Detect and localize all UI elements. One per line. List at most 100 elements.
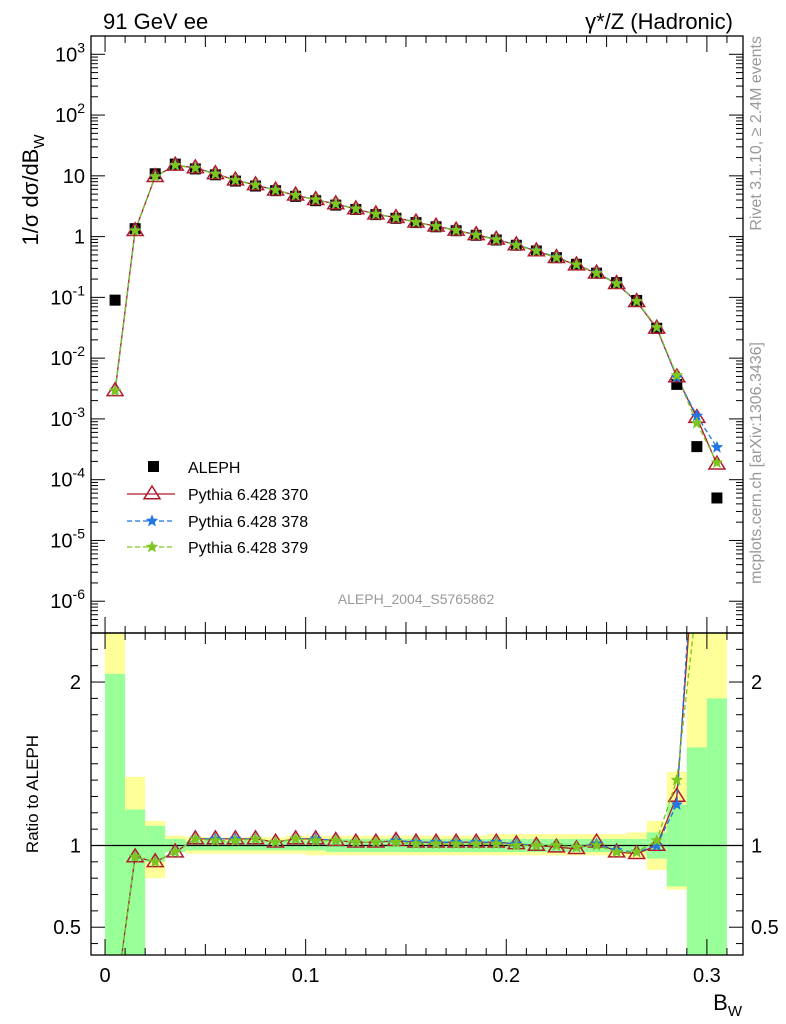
ratio-marker [670, 797, 684, 811]
ratio-marker [547, 837, 566, 853]
mc-marker [108, 384, 122, 397]
tick-base: 10 [50, 409, 72, 431]
side-label-mcplots: mcplots.cern.ch [arXiv:1306.3436] [748, 342, 765, 584]
ratio-marker [409, 837, 423, 850]
ratio-y-tick-label-right: 0.5 [751, 917, 779, 939]
main-y-tick-label: 10-5 [50, 525, 85, 552]
mc-marker [349, 202, 363, 215]
mc-marker [590, 266, 603, 279]
ratio-marker [229, 833, 242, 846]
ratio-marker [289, 832, 302, 845]
mc-marker [188, 161, 202, 174]
ratio-frame [90, 632, 744, 956]
ratio-marker [530, 838, 543, 851]
tick-exponent: -1 [73, 282, 86, 298]
mc-marker [469, 228, 483, 241]
tick-base: 10 [55, 105, 77, 127]
ratio-y-tick-label: 0.5 [53, 917, 81, 939]
ratio-marker [249, 832, 262, 845]
main-y-tick-label: 10-6 [50, 586, 85, 613]
main-ylabel: 1/σ dσ/dBW [18, 134, 48, 246]
mc-marker [610, 276, 623, 290]
aleph-point [109, 294, 121, 306]
ratio-marker [269, 835, 282, 848]
mc-marker [209, 167, 222, 180]
mc-marker [509, 238, 523, 251]
tick-exponent: 2 [77, 100, 85, 116]
mc-marker [429, 219, 443, 232]
main-y-tick-label: 10 [63, 166, 85, 188]
ratio-marker [349, 835, 363, 848]
ratio-marker [570, 840, 583, 853]
band-inner-bin [145, 825, 166, 862]
x-tick-label: 0 [99, 965, 110, 987]
tick-exponent: -3 [73, 404, 86, 420]
ratio-marker [489, 837, 503, 850]
mc-marker [389, 211, 403, 224]
mc-marker [168, 158, 182, 171]
ratio-marker [590, 838, 603, 851]
main-line-pythia-379 [114, 164, 718, 463]
tick-exponent: -6 [73, 586, 86, 602]
mc-marker [128, 224, 142, 237]
ratio-y-tick-label: 2 [70, 672, 81, 694]
legend-label: Pythia 6.428 378 [188, 514, 308, 531]
mc-marker [550, 250, 563, 264]
tick-base: 10 [55, 44, 77, 66]
x-axis-label: BW [713, 990, 743, 1020]
main-series-layer [105, 155, 727, 504]
ratio-y-tick-label-right: 1 [751, 835, 762, 857]
ratio-marker [469, 837, 483, 850]
tick-exponent: -2 [73, 343, 86, 359]
main-y-tick-label: 10-3 [50, 404, 85, 431]
mc-marker [409, 215, 423, 228]
x-tick-label: 0.1 [292, 965, 320, 987]
mc-marker [670, 368, 684, 381]
mc-marker [369, 207, 383, 220]
main-y-tick-label: 10-4 [50, 465, 85, 492]
tick-base: 10 [50, 470, 72, 492]
x-axis-label-part: B [713, 990, 728, 1015]
legend-marker [142, 484, 162, 500]
aleph-point [711, 492, 723, 504]
ratio-marker [128, 850, 142, 863]
mc-marker [249, 178, 262, 191]
aleph-point [671, 378, 683, 390]
tick-base: 10 [50, 591, 72, 613]
ratio-y-tick-label-right: 2 [751, 672, 762, 694]
analysis-label: ALEPH_2004_S5765862 [338, 591, 495, 607]
tick-base: 10 [50, 530, 72, 552]
ratio-marker [188, 832, 202, 845]
ratio-ylabel: Ratio to ALEPH [23, 735, 42, 853]
ratio-marker [329, 833, 343, 846]
tick-exponent: 3 [77, 39, 85, 55]
tick-exponent: -5 [73, 525, 86, 541]
mc-marker [229, 173, 242, 186]
legend-marker-aleph [148, 461, 159, 472]
main-y-tick-label: 102 [55, 100, 85, 127]
ratio-line-pythia-379 [121, 633, 694, 955]
legend-marker [145, 540, 159, 553]
mc-marker [269, 183, 282, 196]
ratio-line-pythia-370 [121, 633, 690, 955]
mc-marker [449, 223, 463, 236]
mc-marker [289, 188, 302, 201]
mc-marker [690, 416, 704, 429]
main-y-tick-label: 10-2 [50, 343, 85, 370]
header-right: γ*/Z (Hadronic) [585, 9, 733, 34]
ratio-marker [429, 837, 443, 850]
mc-marker [309, 193, 323, 206]
main-ylabel-part: 1/σ dσ/dB [18, 149, 43, 246]
legend: ALEPH Pythia 6.428 370 Pythia 6.428 378 Pyt… [127, 460, 308, 557]
legend-marker [145, 514, 159, 527]
ratio-marker [650, 833, 664, 846]
ratio-marker [509, 838, 523, 851]
ratio-marker [610, 845, 623, 858]
mc-marker [710, 440, 724, 453]
legend-label: Pythia 6.428 370 [188, 487, 308, 504]
ratio-marker [389, 835, 403, 848]
main-y-tick-label: 103 [55, 39, 85, 66]
main-line-pythia-378 [114, 164, 718, 448]
